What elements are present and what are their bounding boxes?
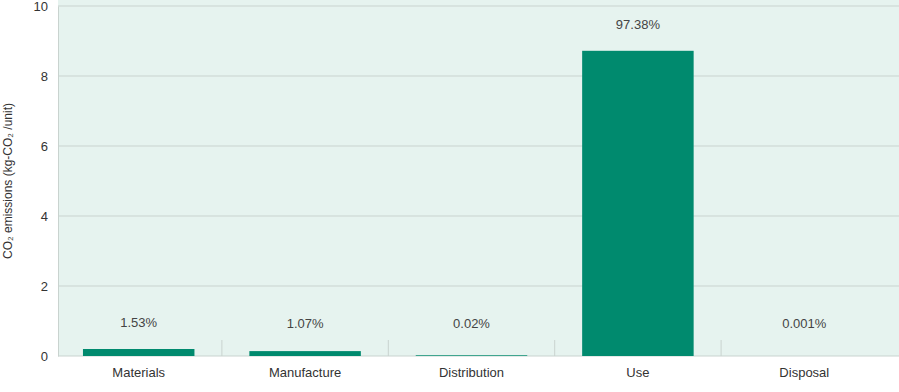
y-tick: 8	[41, 69, 58, 84]
share-label: 1.07%	[287, 316, 324, 331]
bar	[582, 51, 693, 356]
separator	[221, 340, 222, 356]
grid-line	[58, 146, 899, 147]
bar	[249, 351, 360, 356]
x-tick: Disposal	[779, 356, 829, 380]
grid	[58, 6, 899, 356]
y-tick: 10	[34, 0, 58, 14]
y-tick-label: 10	[34, 0, 48, 14]
x-tick-label: Manufacture	[269, 365, 341, 380]
grid-line	[58, 76, 899, 77]
y-tick: 6	[41, 139, 58, 154]
grid-line	[58, 216, 899, 217]
separator	[554, 340, 555, 356]
x-tick-label: Use	[626, 365, 649, 380]
share-label: 1.53%	[120, 315, 157, 330]
y-tick-label: 6	[41, 139, 48, 154]
y-tick: 0	[41, 349, 58, 364]
grid-line	[58, 286, 899, 287]
chart: 1.53% 1.07% 0.02% 97.38% 0.001% 0 2 4 6 8 10 Materi…	[0, 0, 899, 392]
y-axis-line	[58, 7, 59, 357]
grid-line	[58, 6, 899, 7]
x-tick: Use	[626, 356, 649, 380]
y-axis: 0 2 4 6 8 10	[34, 0, 59, 364]
y-tick: 2	[41, 279, 58, 294]
x-axis: Materials Manufacture Distribution Use Dispo…	[59, 356, 886, 380]
share-label: 97.38%	[616, 17, 661, 32]
y-axis-title: CO₂ emissions (kg-CO₂ /unit)	[1, 103, 15, 259]
share-label: 0.001%	[782, 316, 827, 331]
y-tick-label: 0	[41, 349, 48, 364]
y-tick-label: 8	[41, 69, 48, 84]
x-tick: Materials	[112, 356, 165, 380]
bars	[83, 51, 860, 356]
x-tick-label: Disposal	[779, 365, 829, 380]
x-tick-label: Distribution	[439, 365, 504, 380]
share-label: 0.02%	[453, 316, 490, 331]
bar	[83, 349, 194, 356]
y-tick: 4	[41, 209, 58, 224]
separator	[721, 340, 722, 356]
y-tick-label: 4	[41, 209, 48, 224]
x-axis-line	[59, 356, 886, 357]
x-tick: Manufacture	[269, 356, 341, 380]
y-tick-label: 2	[41, 279, 48, 294]
x-tick: Distribution	[439, 356, 504, 380]
bar	[416, 355, 527, 356]
bar	[749, 355, 860, 356]
separator	[388, 340, 389, 356]
plot-background	[58, 0, 899, 356]
x-tick-label: Materials	[112, 365, 165, 380]
share-labels: 1.53% 1.07% 0.02% 97.38% 0.001%	[120, 17, 827, 331]
